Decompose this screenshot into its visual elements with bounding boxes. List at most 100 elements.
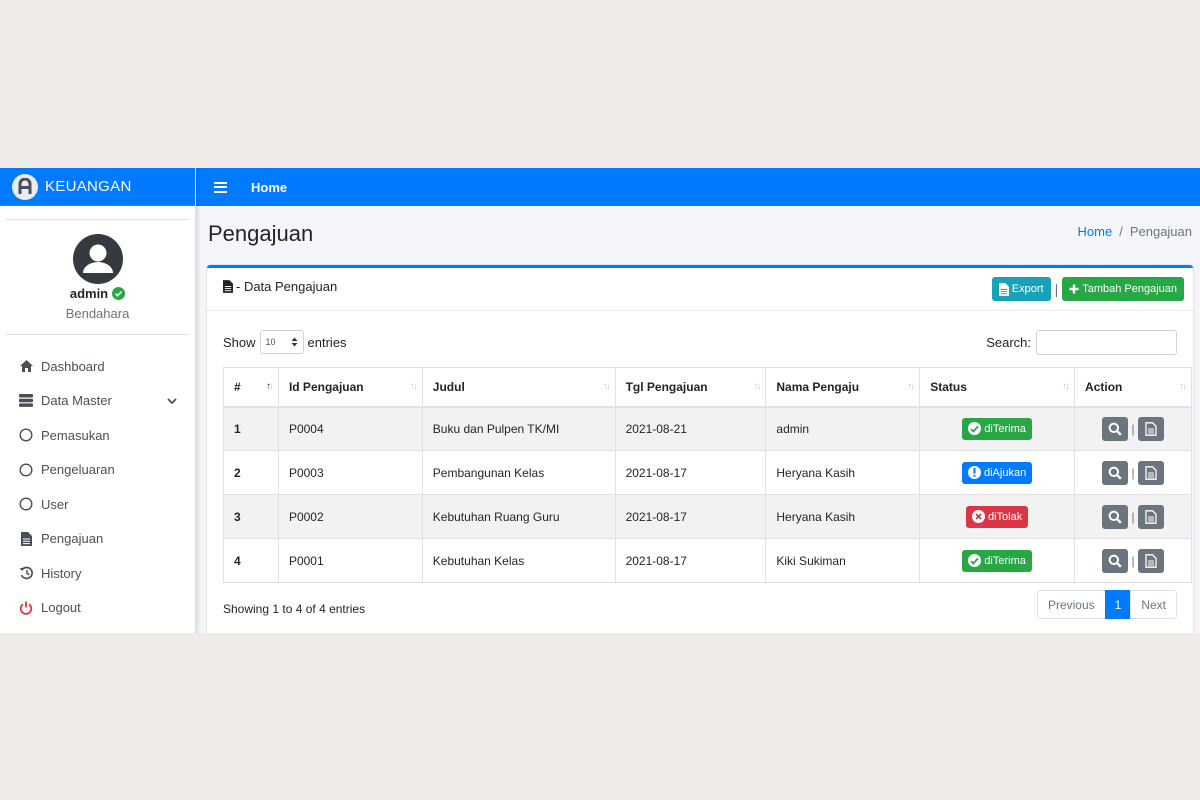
pagination-page-1[interactable]: 1	[1104, 590, 1132, 619]
table-header-row: # ↑↓ Id Pengajuan ↑↓ Judul ↑↓ Tgl Pengajuan…	[223, 367, 1192, 408]
user-panel: admin Bendahara	[6, 219, 189, 335]
sidebar-item-label: Dashboard	[41, 358, 105, 374]
circle-icon	[18, 462, 34, 478]
cell-judul: Kebutuhan Ruang Guru	[421, 494, 616, 539]
table-row: 3 P0002 Kebutuhan Ruang Guru 2021-08-17 …	[223, 494, 1192, 539]
view-detail-button[interactable]	[1102, 416, 1129, 441]
table-row: 4 P0001 Kebutuhan Kelas 2021-08-17 Kiki …	[223, 538, 1192, 583]
view-detail-button[interactable]	[1102, 460, 1129, 485]
menu-toggle-icon[interactable]	[214, 181, 227, 193]
data-pengajuan-card: - Data Pengajuan Export | Tambah Pengaju…	[207, 265, 1193, 633]
row-number: 4	[234, 553, 241, 568]
check-circle-icon	[968, 554, 982, 567]
file-icon	[18, 531, 34, 547]
tambah-pengajuan-label: Tambah Pengajuan	[1082, 283, 1177, 295]
document-button[interactable]	[1137, 416, 1164, 441]
column-header-no[interactable]: # ↑↓	[223, 367, 279, 408]
search-icon	[1109, 466, 1123, 480]
pagination-next-button[interactable]: Next	[1130, 590, 1177, 619]
show-label: Show	[223, 334, 256, 350]
view-detail-button[interactable]	[1102, 504, 1129, 529]
row-number: 1	[234, 421, 241, 436]
status-badge[interactable]: diTerima	[962, 417, 1032, 440]
action-separator: |	[1131, 509, 1135, 524]
home-icon	[18, 358, 34, 374]
action-separator: |	[1131, 465, 1135, 480]
status-badge[interactable]: diTolak	[965, 505, 1029, 528]
sidebar-item-history[interactable]: History	[0, 556, 195, 591]
cell-judul: Pembangunan Kelas	[421, 450, 616, 495]
sort-icon: ↑↓	[602, 381, 611, 392]
column-header-id[interactable]: Id Pengajuan ↑↓	[277, 367, 423, 408]
page-title: Pengajuan	[208, 221, 314, 246]
sidebar-item-data-master[interactable]: Data Master	[0, 384, 195, 419]
cell-id: P0002	[277, 494, 423, 539]
sidebar-item-pengajuan[interactable]: Pengajuan	[0, 522, 195, 557]
sidebar: KEUANGAN admin Bendahara Dashboard	[0, 168, 196, 633]
tambah-pengajuan-button[interactable]: Tambah Pengajuan	[1062, 277, 1184, 301]
sidebar-item-label: Pengajuan	[41, 531, 104, 547]
status-badge[interactable]: diAjukan	[962, 461, 1033, 484]
user-avatar-icon	[72, 234, 123, 284]
sidebar-item-pemasukan[interactable]: Pemasukan	[0, 418, 195, 453]
select-arrows-icon	[291, 337, 298, 347]
circle-icon	[18, 496, 34, 512]
row-number: 2	[234, 465, 241, 480]
document-button[interactable]	[1137, 460, 1164, 485]
sort-icon: ↑↓	[753, 381, 761, 392]
file-icon	[1144, 465, 1157, 480]
breadcrumb-current: Pengajuan	[1129, 224, 1192, 239]
search-input[interactable]	[1036, 329, 1177, 355]
cell-id: P0004	[277, 406, 423, 451]
sidebar-item-label: Pengeluaran	[41, 462, 115, 478]
column-header-action[interactable]: Action ↑↓	[1074, 367, 1192, 408]
cell-tgl: 2021-08-21	[614, 406, 767, 451]
document-button[interactable]	[1137, 548, 1164, 573]
table-info: Showing 1 to 4 of 4 entries	[223, 602, 366, 616]
brand[interactable]: KEUANGAN	[0, 168, 195, 206]
pagination-previous-button[interactable]: Previous	[1036, 590, 1106, 619]
view-detail-button[interactable]	[1102, 548, 1129, 573]
top-nav-home-link[interactable]: Home	[251, 179, 288, 195]
cell-tgl: 2021-08-17	[614, 494, 767, 539]
sort-icon: ↑↓	[1179, 381, 1187, 392]
search-icon	[1109, 554, 1123, 568]
sidebar-item-logout[interactable]: Logout	[0, 591, 195, 626]
power-icon	[18, 600, 34, 616]
column-header-judul[interactable]: Judul ↑↓	[421, 367, 616, 408]
history-icon	[18, 565, 34, 581]
search-label: Search:	[986, 334, 1031, 350]
sidebar-item-user[interactable]: User	[0, 487, 195, 522]
cell-judul: Kebutuhan Kelas	[421, 538, 616, 583]
column-header-status[interactable]: Status ↑↓	[919, 367, 1076, 408]
sidebar-nav: Dashboard Data Master Pemasukan Pengelua…	[0, 349, 195, 625]
cell-nama: Heryana Kasih	[765, 494, 921, 539]
status-label: diTerima	[984, 554, 1026, 567]
breadcrumb-home-link[interactable]: Home	[1077, 224, 1113, 239]
page-length-control: Show 10 entries	[223, 330, 347, 354]
table-row: 2 P0003 Pembangunan Kelas 2021-08-17 Her…	[223, 450, 1192, 495]
sidebar-item-pengeluaran[interactable]: Pengeluaran	[0, 453, 195, 488]
file-export-icon	[998, 282, 1009, 296]
export-button[interactable]: Export	[991, 277, 1051, 301]
page-length-select[interactable]: 10	[259, 330, 304, 354]
sidebar-item-dashboard[interactable]: Dashboard	[0, 349, 195, 384]
breadcrumb: Home / Pengajuan	[1078, 224, 1192, 239]
status-badge[interactable]: diTerima	[962, 549, 1032, 572]
brand-name: KEUANGAN	[45, 178, 132, 195]
file-icon	[223, 280, 233, 293]
column-header-tgl[interactable]: Tgl Pengajuan ↑↓	[614, 367, 767, 408]
column-header-nama[interactable]: Nama Pengaju ↑↓	[765, 367, 921, 408]
chevron-down-icon[interactable]	[167, 393, 177, 408]
user-name[interactable]: admin	[6, 286, 189, 301]
action-separator: |	[1131, 553, 1135, 568]
cell-tgl: 2021-08-17	[614, 450, 767, 495]
cell-judul: Buku dan Pulpen TK/MI	[421, 406, 616, 451]
sidebar-item-label: Pemasukan	[41, 427, 110, 443]
card-title: - Data Pengajuan	[223, 279, 337, 294]
status-label: diTolak	[987, 510, 1023, 523]
top-navbar: Home	[196, 168, 1200, 206]
document-button[interactable]	[1137, 504, 1164, 529]
circle-icon	[18, 427, 34, 443]
status-label: diTerima	[984, 422, 1026, 435]
